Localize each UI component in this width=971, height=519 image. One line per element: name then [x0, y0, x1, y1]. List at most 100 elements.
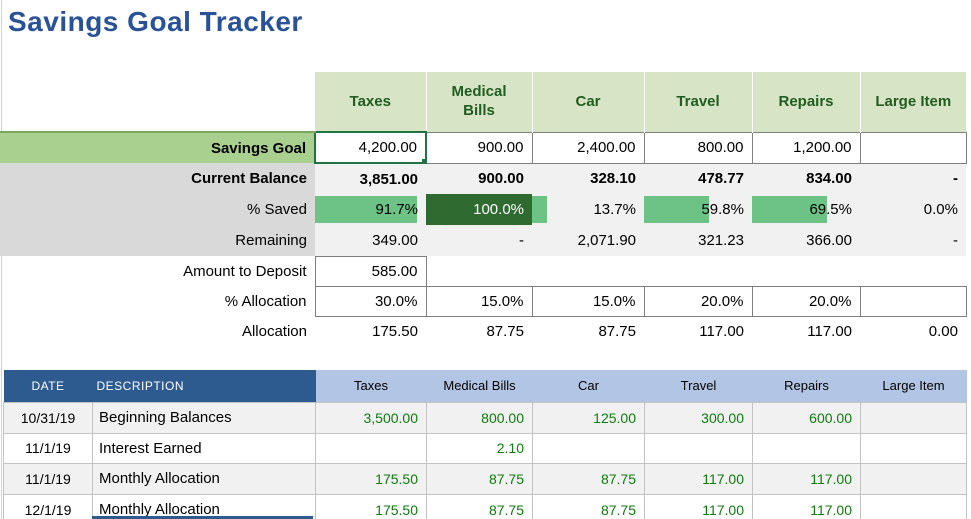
pct-saved-cell[interactable]: 59.8%	[644, 194, 752, 225]
pct-saved-cell[interactable]: 13.7%	[532, 194, 644, 225]
selected-cell-savings-goal-taxes[interactable]: 4,200.00	[314, 131, 427, 164]
balance-cell[interactable]: 3,851.00	[315, 163, 426, 194]
remaining-cell[interactable]: 321.23	[644, 225, 752, 256]
log-amount-cell[interactable]: 117.00	[752, 462, 861, 495]
allocation-cell[interactable]: 175.50	[372, 322, 418, 340]
goal-col-header-car[interactable]: Car	[532, 72, 645, 132]
log-description-cell[interactable]: Monthly Allocation	[92, 462, 316, 495]
allocation-cell[interactable]: 117.00	[699, 322, 744, 340]
empty-cell[interactable]	[532, 256, 644, 286]
log-amount-cell[interactable]: 300.00	[644, 401, 753, 434]
allocation-cell[interactable]: 87.75	[598, 322, 636, 340]
empty-cell[interactable]	[860, 256, 966, 286]
row-label-allocation[interactable]: Allocation	[241, 322, 307, 340]
transaction-log-table: DATE DESCRIPTION Taxes Medical Bills Car…	[3, 370, 967, 519]
log-amount-cell[interactable]	[860, 462, 967, 495]
remaining-cell[interactable]: 2,071.90	[532, 225, 644, 256]
allocation-pct-cell[interactable]: 20.0%	[643, 285, 753, 317]
goal-col-header-large-item[interactable]: Large Item	[860, 72, 966, 132]
log-amount-cell[interactable]: 87.75	[532, 462, 645, 495]
log-amount-cell[interactable]	[752, 432, 861, 464]
log-col-header-travel[interactable]: Travel	[644, 370, 753, 402]
log-amount-cell[interactable]	[532, 432, 645, 464]
allocation-cell[interactable]: 0.00	[928, 322, 958, 340]
remaining-cell[interactable]: -	[860, 225, 966, 256]
log-amount-cell[interactable]: 117.00	[644, 493, 753, 519]
goal-cell[interactable]: 1,200.00	[751, 131, 861, 164]
log-amount-cell[interactable]: 87.75	[426, 493, 533, 519]
row-label-remaining[interactable]: Remaining	[0, 225, 315, 256]
log-amount-cell[interactable]: 117.00	[752, 493, 861, 519]
allocation-pct-cell[interactable]: 20.0%	[751, 285, 861, 317]
allocation-pct-cell[interactable]: 15.0%	[531, 285, 645, 317]
log-amount-cell[interactable]: 2.10	[426, 432, 533, 464]
log-amount-cell[interactable]: 87.75	[532, 493, 645, 519]
log-amount-cell[interactable]: 175.50	[315, 493, 427, 519]
goal-cell[interactable]: 800.00	[643, 131, 753, 164]
log-description-cell[interactable]: Interest Earned	[92, 432, 316, 464]
row-label-amount-to-deposit[interactable]: Amount to Deposit	[183, 262, 307, 280]
log-amount-cell[interactable]: 175.50	[315, 462, 427, 495]
allocation-pct-cell[interactable]	[859, 285, 967, 317]
allocation-pct-cell[interactable]: 15.0%	[425, 285, 533, 317]
log-date-cell[interactable]: 12/1/19	[3, 493, 93, 519]
row-label-pct-allocation[interactable]: % Allocation	[224, 292, 307, 310]
goal-cell[interactable]: 900.00	[425, 131, 533, 164]
log-amount-cell[interactable]	[860, 401, 967, 434]
allocation-pct-cell[interactable]: 30.0%	[314, 285, 427, 317]
pct-saved-cell[interactable]: 69.5%	[752, 194, 860, 225]
goal-col-header-medical-bills[interactable]: Medical Bills	[426, 72, 533, 132]
goal-cell[interactable]: 2,400.00	[531, 131, 645, 164]
balance-cell[interactable]: 834.00	[752, 163, 860, 194]
log-amount-cell[interactable]	[644, 432, 753, 464]
log-col-header-repairs[interactable]: Repairs	[752, 370, 861, 402]
log-date-cell[interactable]: 11/1/19	[3, 432, 93, 464]
pct-saved-cell[interactable]: 0.0%	[860, 194, 966, 225]
allocation-cell[interactable]: 117.00	[807, 322, 852, 340]
log-date-cell[interactable]: 11/1/19	[3, 462, 93, 495]
balance-cell[interactable]: 900.00	[426, 163, 532, 194]
log-col-header-date[interactable]: DATE	[3, 370, 93, 402]
goal-col-header-travel[interactable]: Travel	[644, 72, 753, 132]
remaining-cell[interactable]: -	[426, 225, 532, 256]
log-col-header-taxes[interactable]: Taxes	[315, 370, 427, 402]
row-label-pct-saved[interactable]: % Saved	[0, 194, 315, 225]
log-amount-cell[interactable]: 125.00	[532, 401, 645, 434]
goal-col-header-repairs[interactable]: Repairs	[752, 72, 861, 132]
log-date-cell[interactable]: 10/31/19	[3, 401, 93, 434]
log-amount-cell[interactable]: 800.00	[426, 401, 533, 434]
log-col-header-car[interactable]: Car	[532, 370, 645, 402]
log-amount-cell[interactable]: 87.75	[426, 462, 533, 495]
allocation-cell[interactable]: 87.75	[486, 322, 524, 340]
log-description-cell[interactable]: Beginning Balances	[92, 401, 316, 434]
current-balance-row: Current Balance 3,851.00 900.00 328.10 4…	[0, 163, 966, 194]
balance-cell[interactable]: 478.77	[644, 163, 752, 194]
log-description-cell[interactable]: Monthly Allocation	[92, 493, 316, 519]
goal-cell[interactable]	[859, 131, 967, 164]
log-col-header-description[interactable]: DESCRIPTION	[92, 370, 316, 402]
log-amount-cell[interactable]: 600.00	[752, 401, 861, 434]
log-row: 12/1/19 Monthly Allocation 175.50 87.75 …	[3, 493, 967, 519]
log-col-header-medical-bills[interactable]: Medical Bills	[426, 370, 533, 402]
log-amount-cell[interactable]: 3,500.00	[315, 401, 427, 434]
log-amount-cell[interactable]	[315, 432, 427, 464]
remaining-cell[interactable]: 366.00	[752, 225, 860, 256]
empty-cell[interactable]	[426, 256, 532, 286]
balance-cell[interactable]: -	[860, 163, 966, 194]
log-amount-cell[interactable]: 117.00	[644, 462, 753, 495]
data-bar-full	[426, 194, 532, 225]
pct-saved-cell[interactable]: 91.7%	[315, 194, 426, 225]
goal-header-row: Taxes Medical Bills Car Travel Repairs L…	[0, 72, 966, 132]
goal-col-header-taxes[interactable]: Taxes	[315, 72, 427, 132]
balance-cell[interactable]: 328.10	[532, 163, 644, 194]
log-amount-cell[interactable]	[860, 493, 967, 519]
deposit-input-cell[interactable]: 585.00	[314, 255, 427, 287]
empty-cell[interactable]	[644, 256, 752, 286]
row-label-current-balance[interactable]: Current Balance	[0, 163, 315, 194]
log-col-header-large-item[interactable]: Large Item	[860, 370, 967, 402]
remaining-cell[interactable]: 349.00	[315, 225, 426, 256]
row-label-savings-goal[interactable]: Savings Goal	[0, 131, 315, 163]
log-amount-cell[interactable]	[860, 432, 967, 464]
pct-saved-cell[interactable]: 100.0%	[426, 194, 532, 225]
empty-cell[interactable]	[752, 256, 860, 286]
